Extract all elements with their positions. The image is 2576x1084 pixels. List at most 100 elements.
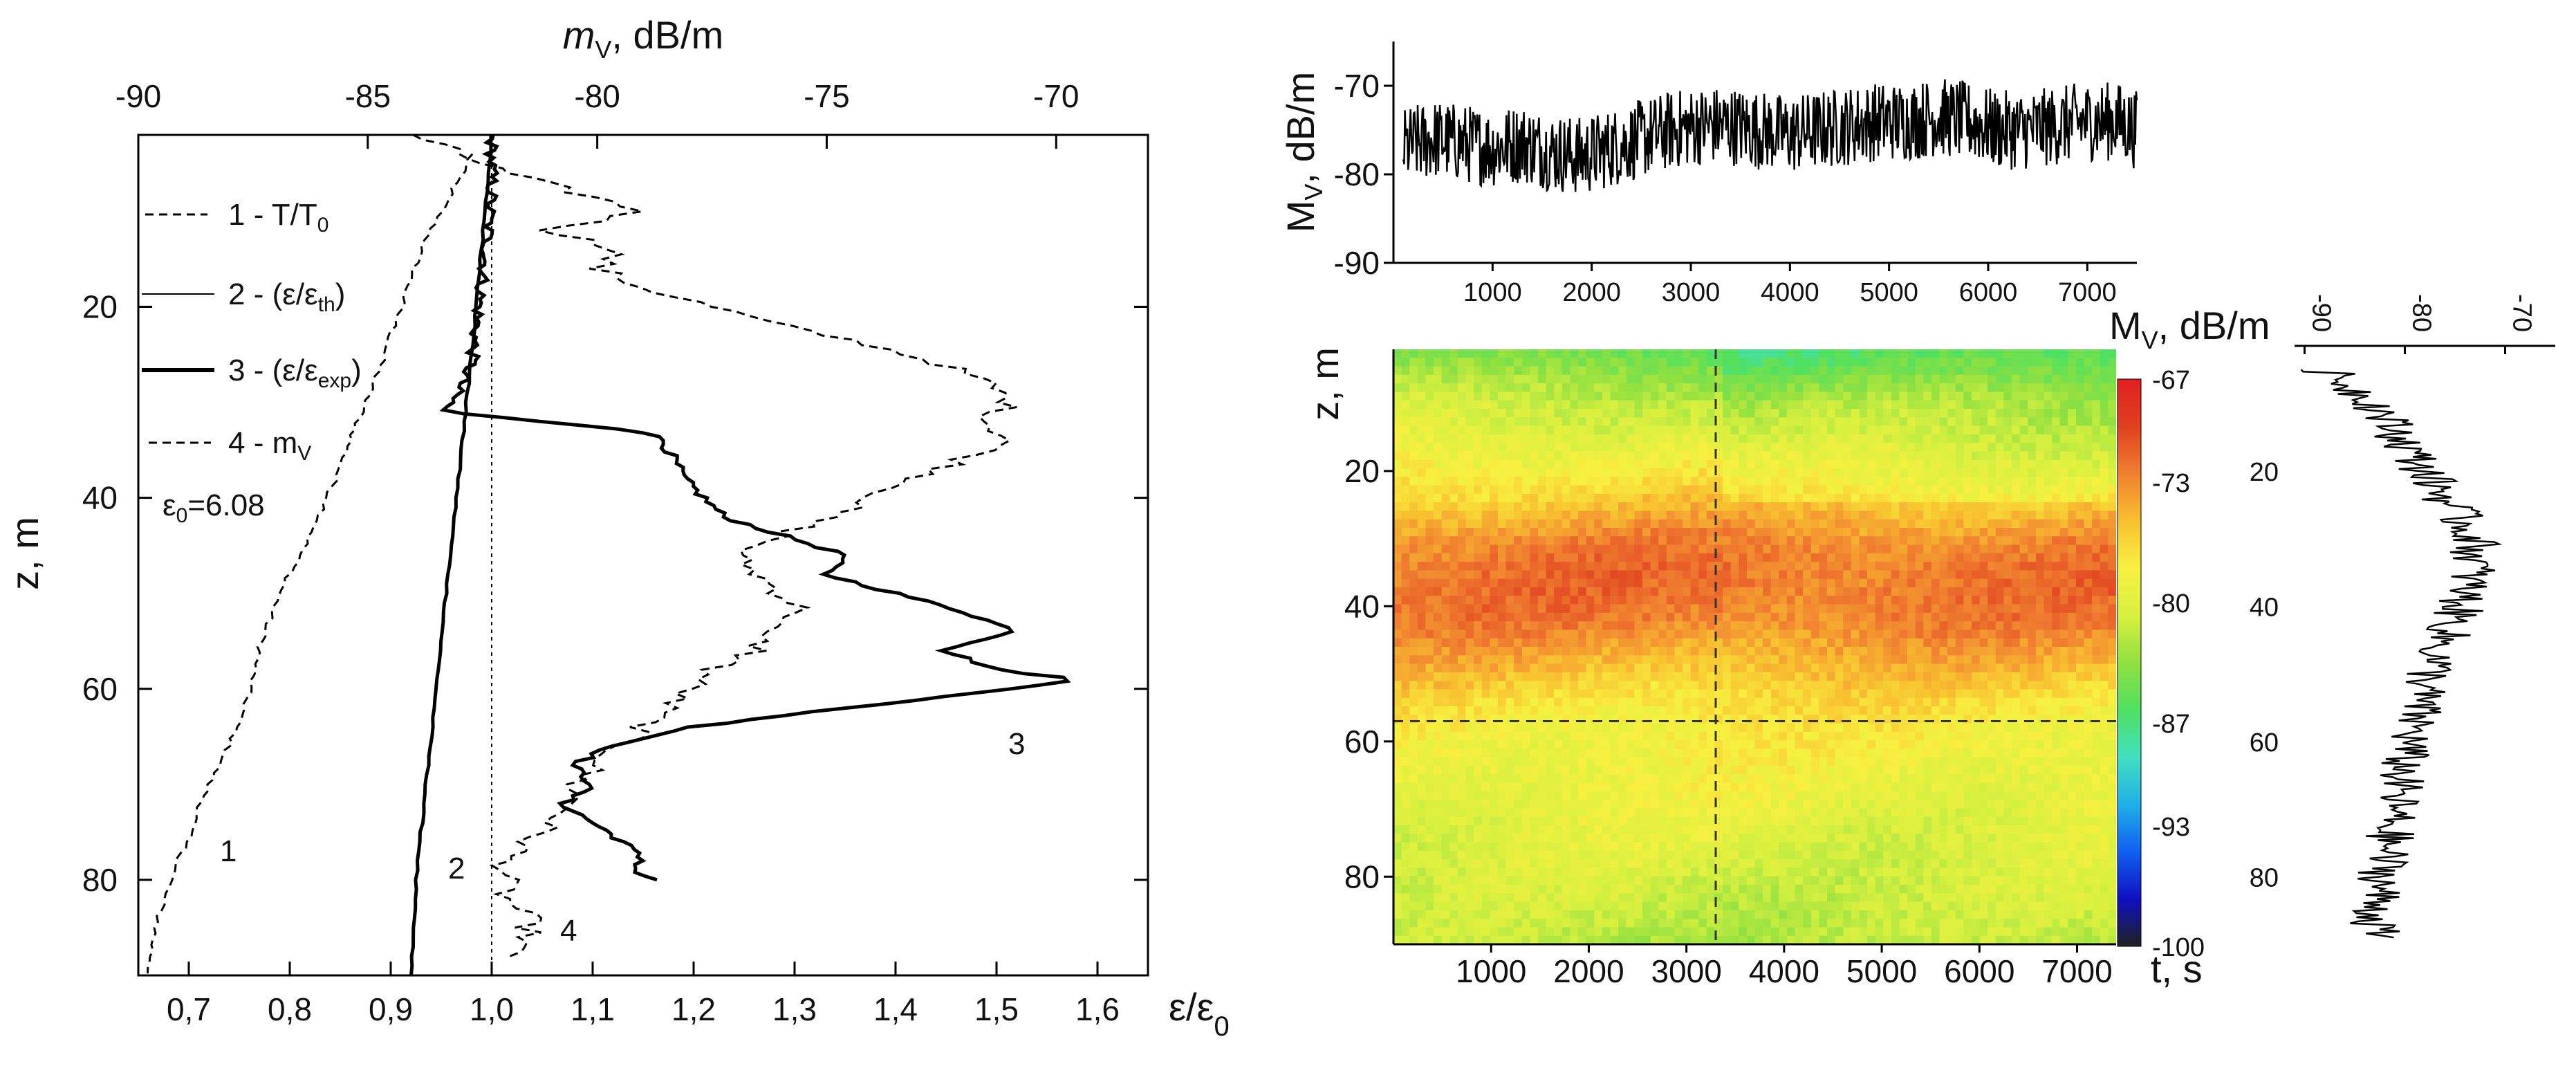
heatmap-cell: [1441, 477, 1450, 486]
heatmap-cell: [1497, 663, 1507, 673]
heatmap-cell: [1859, 425, 1868, 435]
heatmap-cell: [1505, 392, 1514, 401]
heatmap-cell: [1497, 757, 1507, 766]
heatmap-cell: [1401, 655, 1410, 665]
heatmap-cell: [1586, 689, 1595, 699]
heatmap-cell: [1570, 511, 1579, 520]
heatmap-cell: [1739, 578, 1748, 588]
heatmap-cell: [1490, 596, 1499, 605]
heatmap-cell: [1923, 697, 1932, 707]
heatmap-cell: [1562, 434, 1571, 443]
heatmap-cell: [1618, 740, 1627, 750]
heatmap-cell: [1409, 689, 1418, 699]
heatmap-cell: [1666, 502, 1675, 512]
heatmap-cell: [1875, 621, 1884, 631]
heatmap-cell: [2100, 477, 2109, 486]
heatmap-cell: [1730, 358, 1739, 367]
heatmap-cell: [1915, 459, 1924, 469]
heatmap-cell: [1795, 655, 1804, 665]
heatmap-cell: [1891, 468, 1900, 477]
heatmap-cell: [1779, 587, 1788, 596]
heatmap-cell: [1835, 774, 1844, 784]
heatmap-cell: [1642, 715, 1651, 724]
heatmap-cell: [1827, 485, 1836, 495]
curve-4-mv: [412, 134, 1017, 957]
heatmap-cell: [1739, 604, 1748, 614]
heatmap-cell: [1843, 782, 1852, 792]
heatmap-cell: [1626, 681, 1635, 690]
heatmap-cell: [1851, 630, 1860, 639]
heatmap-cell: [1947, 544, 1956, 554]
heatmap-cell: [1650, 782, 1659, 792]
heatmap-cell: [1867, 553, 1876, 562]
heatmap-cell: [1843, 638, 1852, 647]
heatmap-cell: [1594, 451, 1603, 461]
heatmap-cell: [1803, 544, 1812, 554]
heatmap-cell: [1714, 706, 1723, 715]
heatmap-cell: [1578, 604, 1587, 614]
heatmap-cell: [1538, 443, 1547, 452]
heatmap-cell: [2100, 596, 2109, 605]
heatmap-cell: [1859, 443, 1868, 452]
heatmap-cell: [2019, 791, 2028, 800]
heatmap-cell: [1746, 536, 1756, 546]
heatmap-cell: [1521, 647, 1530, 656]
heatmap-cell: [1441, 774, 1450, 784]
heatmap-cell: [2003, 731, 2012, 741]
heatmap-cell: [1947, 477, 1956, 486]
heatmap-cell: [1730, 689, 1739, 699]
heatmap-cell: [1723, 638, 1732, 647]
heatmap-cell: [1835, 604, 1844, 614]
heatmap-cell: [1562, 782, 1571, 792]
heatmap-cell: [1490, 528, 1499, 537]
heatmap-cell: [1843, 689, 1852, 699]
heatmap-cell: [1843, 349, 1852, 358]
heatmap-cell: [1538, 553, 1547, 562]
heatmap-cell: [1739, 672, 1748, 681]
heatmap-cell: [1409, 697, 1418, 707]
heatmap-cell: [2012, 663, 2021, 673]
heatmap-cell: [1690, 374, 1699, 384]
heatmap-cell: [1457, 672, 1467, 681]
heatmap-cell: [1505, 723, 1514, 733]
heatmap-cell: [2092, 417, 2101, 427]
heatmap-cell: [1514, 604, 1523, 614]
heatmap-cell: [1779, 459, 1788, 469]
heatmap-cell: [2092, 706, 2101, 715]
heatmap-cell: [1859, 553, 1868, 562]
heatmap-cell: [1658, 748, 1667, 758]
heatmap-cell: [1457, 731, 1467, 741]
heatmap-cell: [1449, 417, 1458, 427]
heatmap-cell: [1770, 366, 1779, 376]
heatmap-cell: [1457, 425, 1467, 435]
heatmap-cell: [1490, 425, 1499, 435]
heatmap-cell: [1899, 723, 1908, 733]
heatmap-cell: [1835, 536, 1844, 546]
heatmap-cell: [1891, 392, 1900, 401]
heatmap-cell: [1457, 715, 1467, 724]
heatmap-cell: [1947, 400, 1956, 410]
heatmap-cell: [1642, 434, 1651, 443]
heatmap-cell: [1987, 596, 1996, 605]
heatmap-cell: [1851, 383, 1860, 393]
heatmap-cell: [1883, 502, 1892, 512]
heatmap-cell: [1827, 689, 1836, 699]
heatmap-cell: [1690, 647, 1699, 656]
heatmap-cell: [1634, 519, 1643, 529]
heatmap-cell: [2092, 511, 2101, 520]
heatmap-cell: [1434, 358, 1443, 367]
heatmap-cell: [2100, 800, 2109, 809]
heatmap-cell: [1417, 596, 1427, 605]
heatmap-cell: [1939, 417, 1948, 427]
heatmap-cell: [2075, 443, 2085, 452]
heatmap-cell: [1746, 689, 1756, 699]
heatmap-cell: [1835, 689, 1844, 699]
heatmap-cell: [1505, 578, 1514, 588]
heatmap-cell: [2059, 766, 2068, 775]
heatmap-cell: [1610, 477, 1619, 486]
heatmap-cell: [1538, 502, 1547, 512]
heatmap-cell: [1642, 536, 1651, 546]
heatmap-cell: [1521, 748, 1530, 758]
heatmap-cell: [2019, 697, 2028, 707]
heatmap-cell: [2035, 485, 2045, 495]
